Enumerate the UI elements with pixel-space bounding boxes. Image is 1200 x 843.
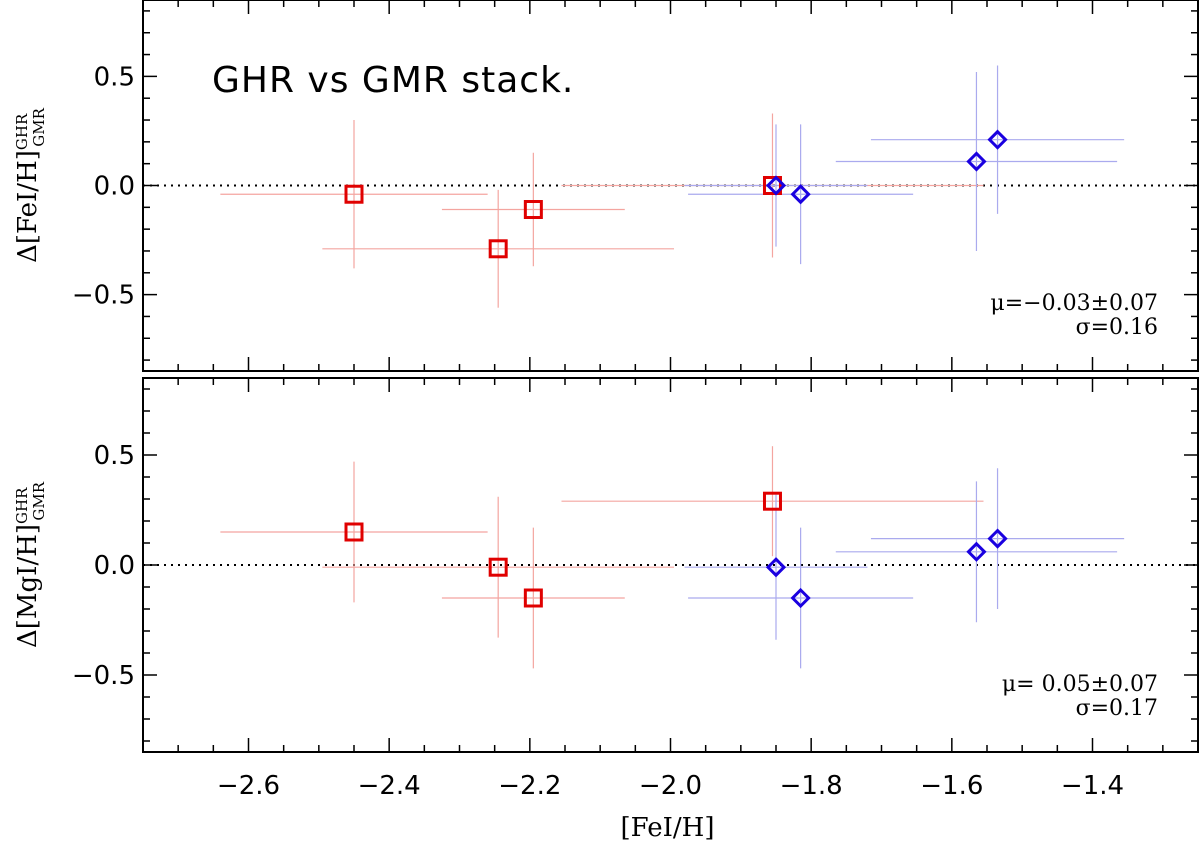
blue-diamond-point [966,541,987,562]
blue-diamond-point [765,557,787,578]
x-tick-label: −1.4 [1061,771,1124,801]
y-tick-label: −0.5 [72,661,135,691]
stat-sigma: σ=0.16 [1076,315,1158,340]
red-square-point [762,491,782,511]
y-axis-title: Δ[FeI/H]GHRGMR [13,107,48,262]
x-tick-label: −2.2 [498,771,561,801]
y-tick-label: 0.0 [94,172,135,202]
blue-diamond-point [987,528,1008,549]
x-axis-title: [FeI/H] [621,813,715,843]
red-square-point [488,557,508,577]
red-square-point [523,200,543,220]
blue-diamond-point [790,587,811,609]
y-axis-title: Δ[MgI/H]GHRGMR [13,481,48,648]
chart-annotation: GHR vs GMR stack. [212,60,574,101]
red-square-point [344,522,364,542]
blue-diamond-point [966,151,987,172]
stat-mu: μ=−0.03±0.07 [990,291,1158,316]
y-tick-label: 0.5 [94,62,135,92]
red-square-point [488,239,508,259]
x-tick-label: −2.4 [358,771,421,801]
y-tick-label: 0.5 [94,441,135,471]
y-tick-label: 0.0 [94,551,135,581]
red-square-point [762,176,782,195]
y-tick-label: −0.5 [72,281,135,311]
panel-top: −0.5 0.0 0.5 μ=−0.03±0.07σ=0.16 Δ[FeI/H]GHRG… [13,0,1199,372]
blue-diamond-point [765,175,787,196]
x-tick-label: −1.8 [780,771,843,801]
x-tick-label: −1.6 [920,771,983,801]
stat-mu: μ= 0.05±0.07 [1002,672,1158,697]
red-square-point [344,184,364,204]
x-tick-label: −2.6 [217,771,280,801]
stat-sigma: σ=0.17 [1076,696,1158,721]
blue-diamond-point [790,184,811,205]
panel-bottom: −0.5 0.0 0.5 μ= 0.05±0.07σ=0.17 Δ[MgI/H]GHRG… [13,377,1199,753]
x-tick-label: −2.0 [639,771,702,801]
red-square-point [523,588,543,608]
blue-diamond-point [987,129,1008,150]
